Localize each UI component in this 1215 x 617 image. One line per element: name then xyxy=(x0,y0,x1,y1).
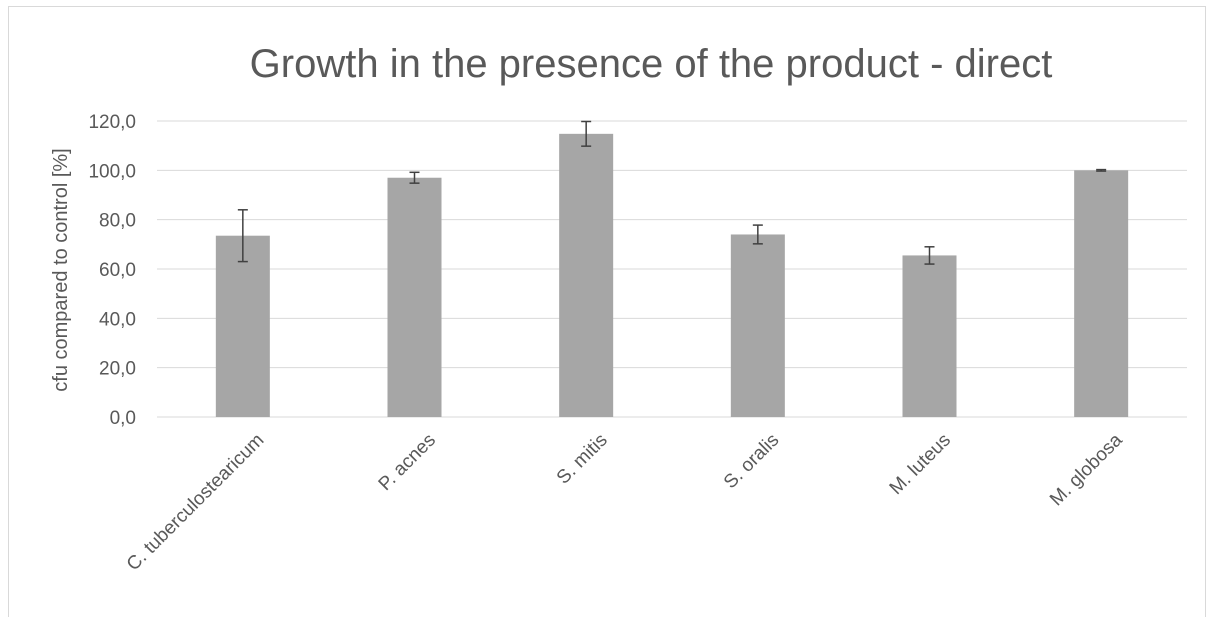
y-tick-label: 40,0 xyxy=(99,309,136,330)
y-tick-label: 0,0 xyxy=(110,408,136,429)
error-bars xyxy=(237,120,1107,265)
x-tick-label: S. mitis xyxy=(553,430,612,489)
x-tick-label: M. luteus xyxy=(886,430,955,499)
y-tick-label: 120,0 xyxy=(88,112,136,133)
bar xyxy=(730,234,785,417)
x-tick-labels: C. tuberculostearicum P. acnes S. mitis S. … xyxy=(123,429,1127,575)
gridlines xyxy=(157,120,1187,418)
bar xyxy=(1074,170,1129,417)
y-axis-label: cfu compared to control [%] xyxy=(50,148,72,391)
chart-title: Growth in the presence of the product - … xyxy=(250,42,1053,86)
y-tick-label: 20,0 xyxy=(99,359,136,380)
y-tick-label: 60,0 xyxy=(99,260,136,281)
x-tick-label: M. globosa xyxy=(1046,429,1127,510)
y-tick-labels: 0,0 20,0 40,0 60,0 80,0 100,0 120,0 xyxy=(88,112,136,429)
y-tick-label: 80,0 xyxy=(99,211,136,232)
y-tick-label: 100,0 xyxy=(88,161,136,182)
x-tick-label: P. acnes xyxy=(375,430,440,495)
x-tick-label: S. oralis xyxy=(720,430,783,493)
bar xyxy=(559,133,614,417)
bar xyxy=(215,235,270,417)
bar xyxy=(387,177,442,417)
bar xyxy=(902,255,957,417)
bars xyxy=(215,133,1129,417)
x-tick-label: C. tuberculostearicum xyxy=(123,430,269,576)
